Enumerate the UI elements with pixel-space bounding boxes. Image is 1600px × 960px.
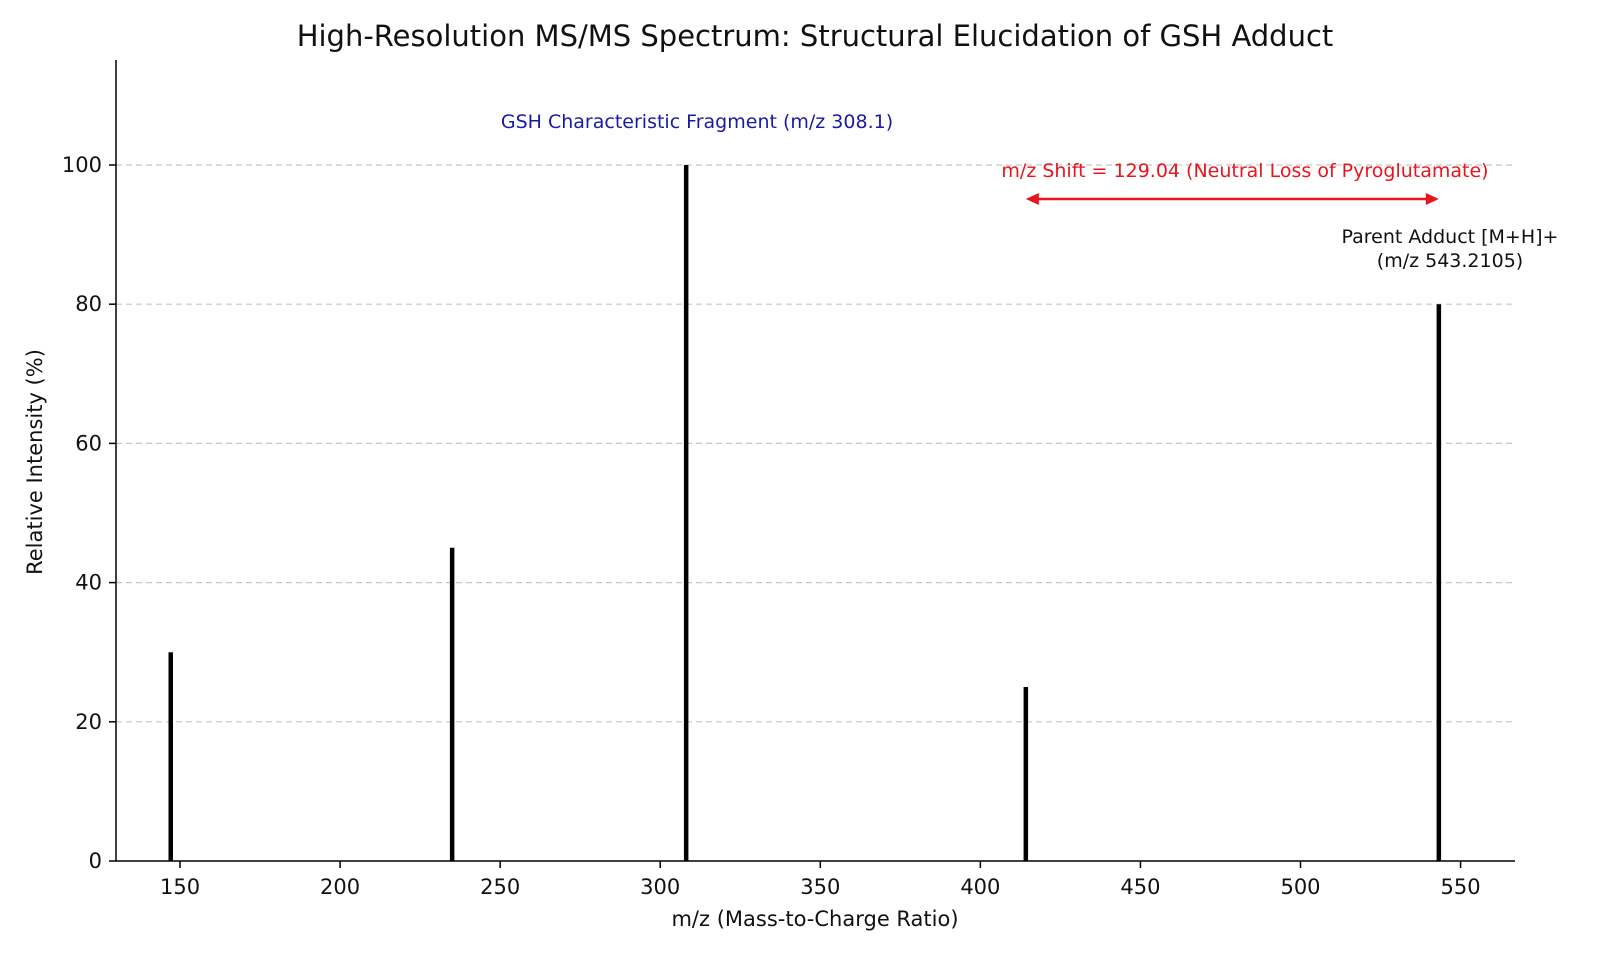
chart-title: High-Resolution MS/MS Spectrum: Structur…	[297, 19, 1334, 53]
mz-shift-arrow	[1025, 193, 1439, 205]
x-tick-label: 550	[1441, 875, 1481, 899]
x-tick-label: 250	[480, 875, 520, 899]
x-axis-label: m/z (Mass-to-Charge Ratio)	[671, 907, 958, 931]
x-tick-label: 150	[160, 875, 200, 899]
x-tick-label: 200	[320, 875, 360, 899]
mz-shift-annotation: m/z Shift = 129.04 (Neutral Loss of Pyro…	[1001, 160, 1488, 182]
y-tick-label: 0	[89, 849, 102, 873]
parent-adduct-annotation-line2: (m/z 543.2105)	[1377, 250, 1523, 272]
x-tick-label: 300	[640, 875, 680, 899]
y-axis-label: Relative Intensity (%)	[23, 349, 47, 575]
x-tick-label: 450	[1120, 875, 1160, 899]
parent-adduct-annotation-line1: Parent Adduct [M+H]+	[1342, 226, 1559, 248]
y-tick-label: 100	[62, 153, 102, 177]
grid-lines	[116, 164, 1515, 723]
gsh-fragment-annotation: GSH Characteristic Fragment (m/z 308.1)	[501, 111, 893, 133]
x-tick-label: 400	[960, 875, 1000, 899]
peaks	[168, 165, 1442, 861]
x-tick-label: 350	[800, 875, 840, 899]
y-tick-label: 20	[75, 710, 102, 734]
y-tick-label: 40	[75, 571, 102, 595]
x-ticks: 150 200 250 300 350 400 450 500 550	[160, 861, 1481, 899]
y-ticks: 0 20 40 60 80 100	[62, 153, 116, 873]
y-tick-label: 80	[75, 292, 102, 316]
arrow-head-right	[1425, 193, 1439, 205]
x-tick-label: 500	[1280, 875, 1320, 899]
y-tick-label: 60	[75, 431, 102, 455]
arrow-head-left	[1025, 193, 1039, 205]
